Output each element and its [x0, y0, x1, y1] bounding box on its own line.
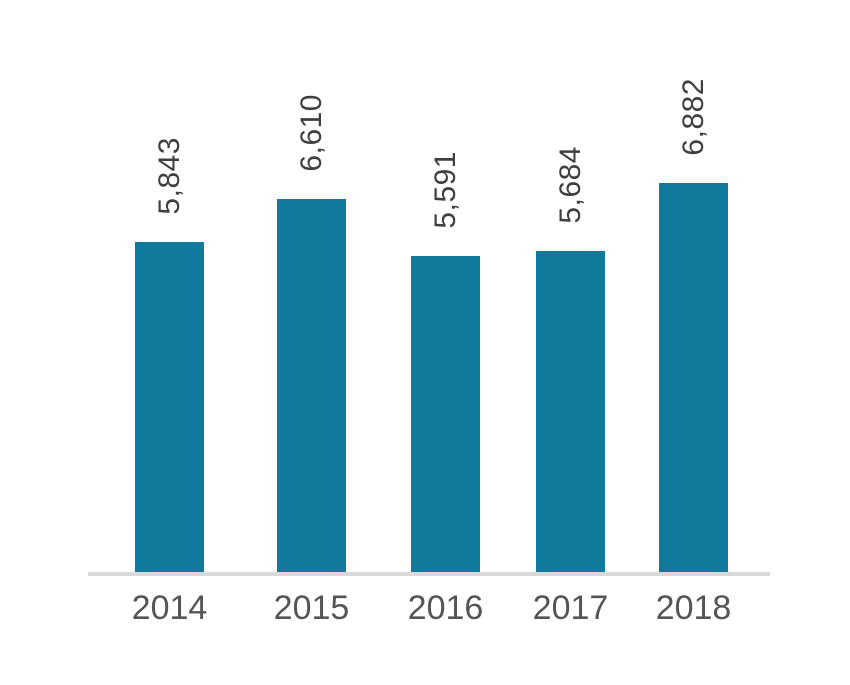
- value-label-box-2016: 5,591: [411, 151, 480, 229]
- x-tick-label-2016: 2016: [407, 589, 484, 627]
- x-tick-label-2018: 2018: [655, 589, 732, 627]
- value-label: 5,684: [553, 146, 587, 224]
- value-label-box-2014: 5,843: [135, 137, 204, 215]
- value-label-box-2015: 6,610: [277, 94, 346, 172]
- x-tick-label-2014: 2014: [131, 589, 208, 627]
- bar-2018: [659, 183, 728, 572]
- value-label-box-2017: 5,684: [536, 146, 605, 224]
- x-tick-label-2017: 2017: [532, 589, 609, 627]
- bar-2017: [536, 251, 605, 572]
- value-label: 5,843: [152, 137, 186, 215]
- bar-2015: [277, 199, 346, 572]
- value-label: 6,610: [294, 94, 328, 172]
- bar-2014: [135, 242, 204, 572]
- value-label: 6,882: [676, 78, 710, 156]
- value-label: 5,591: [428, 151, 462, 229]
- x-tick-label-2015: 2015: [273, 589, 350, 627]
- bar-2016: [411, 256, 480, 572]
- value-label-box-2018: 6,882: [659, 78, 728, 156]
- x-axis-line: [88, 572, 770, 576]
